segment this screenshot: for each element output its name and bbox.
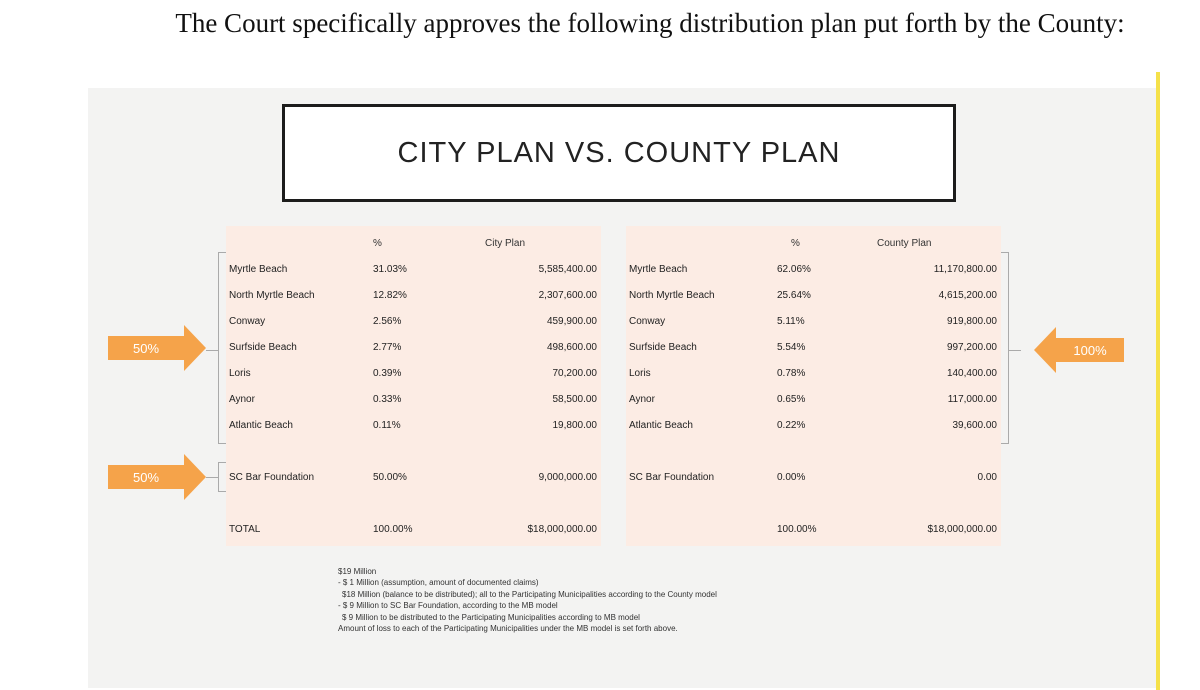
county-name: Atlantic Beach	[629, 420, 693, 431]
city-amount: 5,585,400.00	[538, 264, 597, 275]
city-amount: 19,800.00	[552, 420, 598, 431]
city-name: North Myrtle Beach	[229, 290, 315, 301]
city-amount: 459,900.00	[546, 316, 597, 327]
county-name: SC Bar Foundation	[629, 472, 715, 483]
city-total-pct: 100.00%	[373, 524, 413, 535]
highlight-bar	[1156, 72, 1160, 690]
county-name: Surfside Beach	[629, 342, 697, 353]
city-municipal-connector	[206, 350, 218, 351]
county-amount: 140,400.00	[946, 368, 997, 379]
note-line: $19 Million	[338, 567, 377, 576]
county-amount: 919,800.00	[946, 316, 997, 327]
county-total-pct: 100.00%	[777, 524, 817, 535]
city-name: Atlantic Beach	[229, 420, 293, 431]
city-foundation-arrow-label: 50%	[108, 465, 184, 489]
city-amount: 498,600.00	[546, 342, 597, 353]
city-pct: 2.77%	[373, 342, 402, 353]
city-foundation-connector	[206, 477, 218, 478]
city-amount-header: City Plan	[485, 238, 526, 249]
slide-image: CITY PLAN VS. COUNTY PLAN 50% 50% 100% %…	[88, 88, 1156, 688]
city-municipal-arrow-label: 50%	[108, 336, 184, 360]
county-municipal-arrow: 100%	[1034, 327, 1124, 373]
county-amount-header: County Plan	[877, 238, 932, 249]
city-pct: 0.11%	[373, 420, 401, 431]
arrow-right-icon	[184, 325, 206, 371]
county-pct: 5.11%	[777, 316, 805, 327]
document-heading: The Court specifically approves the foll…	[175, 8, 1125, 38]
county-amount: 997,200.00	[946, 342, 997, 353]
city-pct-header: %	[373, 238, 382, 249]
county-pct: 0.65%	[777, 394, 806, 405]
city-amount: 58,500.00	[552, 394, 598, 405]
city-pct: 50.00%	[373, 472, 407, 483]
total-label: TOTAL	[229, 524, 261, 535]
note-line: $ 9 Million to be distributed to the Par…	[342, 612, 640, 622]
county-pct: 62.06%	[777, 264, 811, 275]
city-name: Myrtle Beach	[229, 264, 288, 275]
city-amount: 2,307,600.00	[538, 290, 597, 301]
county-amount: 4,615,200.00	[938, 290, 997, 301]
footnotes: $19 Million - $ 1 Million (assumption, a…	[338, 566, 717, 634]
note-line: - $ 1 Million (assumption, amount of doc…	[338, 578, 539, 588]
note-line: $18 Million (balance to be distributed);…	[342, 589, 717, 599]
county-amount: 0.00	[977, 472, 997, 483]
county-name: Conway	[629, 316, 666, 327]
county-pct: 5.54%	[777, 342, 806, 353]
county-municipal-connector	[1009, 350, 1021, 351]
county-name: North Myrtle Beach	[629, 290, 715, 301]
slide-title: CITY PLAN VS. COUNTY PLAN	[282, 104, 956, 202]
city-foundation-arrow: 50%	[108, 454, 206, 500]
city-name: Loris	[229, 368, 251, 379]
city-total-amount: $18,000,000.00	[527, 524, 597, 535]
arrow-left-icon	[1034, 327, 1056, 373]
city-pct: 0.33%	[373, 394, 402, 405]
county-name: Aynor	[629, 394, 655, 405]
city-name: Conway	[229, 316, 266, 327]
county-pct-header: %	[791, 238, 800, 249]
county-pct: 0.00%	[777, 472, 806, 483]
city-amount: 9,000,000.00	[538, 472, 597, 483]
county-name: Loris	[629, 368, 651, 379]
city-pct: 0.39%	[373, 368, 402, 379]
city-name: Aynor	[229, 394, 255, 405]
city-name: Surfside Beach	[229, 342, 297, 353]
county-plan-panel	[626, 226, 1001, 546]
county-name: Myrtle Beach	[629, 264, 688, 275]
city-name: SC Bar Foundation	[229, 472, 315, 483]
county-municipal-arrow-label: 100%	[1056, 338, 1124, 362]
note-line: Amount of loss to each of the Participat…	[338, 624, 678, 634]
city-amount: 70,200.00	[552, 368, 598, 379]
city-foundation-bracket	[218, 462, 226, 492]
arrow-right-icon	[184, 454, 206, 500]
county-pct: 0.22%	[777, 420, 806, 431]
county-pct: 0.78%	[777, 368, 806, 379]
city-pct: 2.56%	[373, 316, 402, 327]
county-total-amount: $18,000,000.00	[927, 524, 997, 535]
county-pct: 25.64%	[777, 290, 811, 301]
city-municipal-arrow: 50%	[108, 325, 206, 371]
county-amount: 11,170,800.00	[933, 264, 997, 275]
city-plan-panel	[226, 226, 601, 546]
city-municipal-bracket	[218, 252, 226, 444]
county-plan-table: % County Plan Myrtle Beach 62.06% 11,170…	[629, 238, 1001, 538]
city-plan-table: % City Plan Myrtle Beach 31.03% 5,585,40…	[229, 238, 601, 538]
city-pct: 31.03%	[373, 264, 407, 275]
county-municipal-bracket	[1001, 252, 1009, 444]
note-line: - $ 9 Million to SC Bar Foundation, acco…	[338, 601, 558, 611]
county-amount: 39,600.00	[952, 420, 998, 431]
county-amount: 117,000.00	[947, 394, 997, 405]
city-pct: 12.82%	[373, 290, 407, 301]
